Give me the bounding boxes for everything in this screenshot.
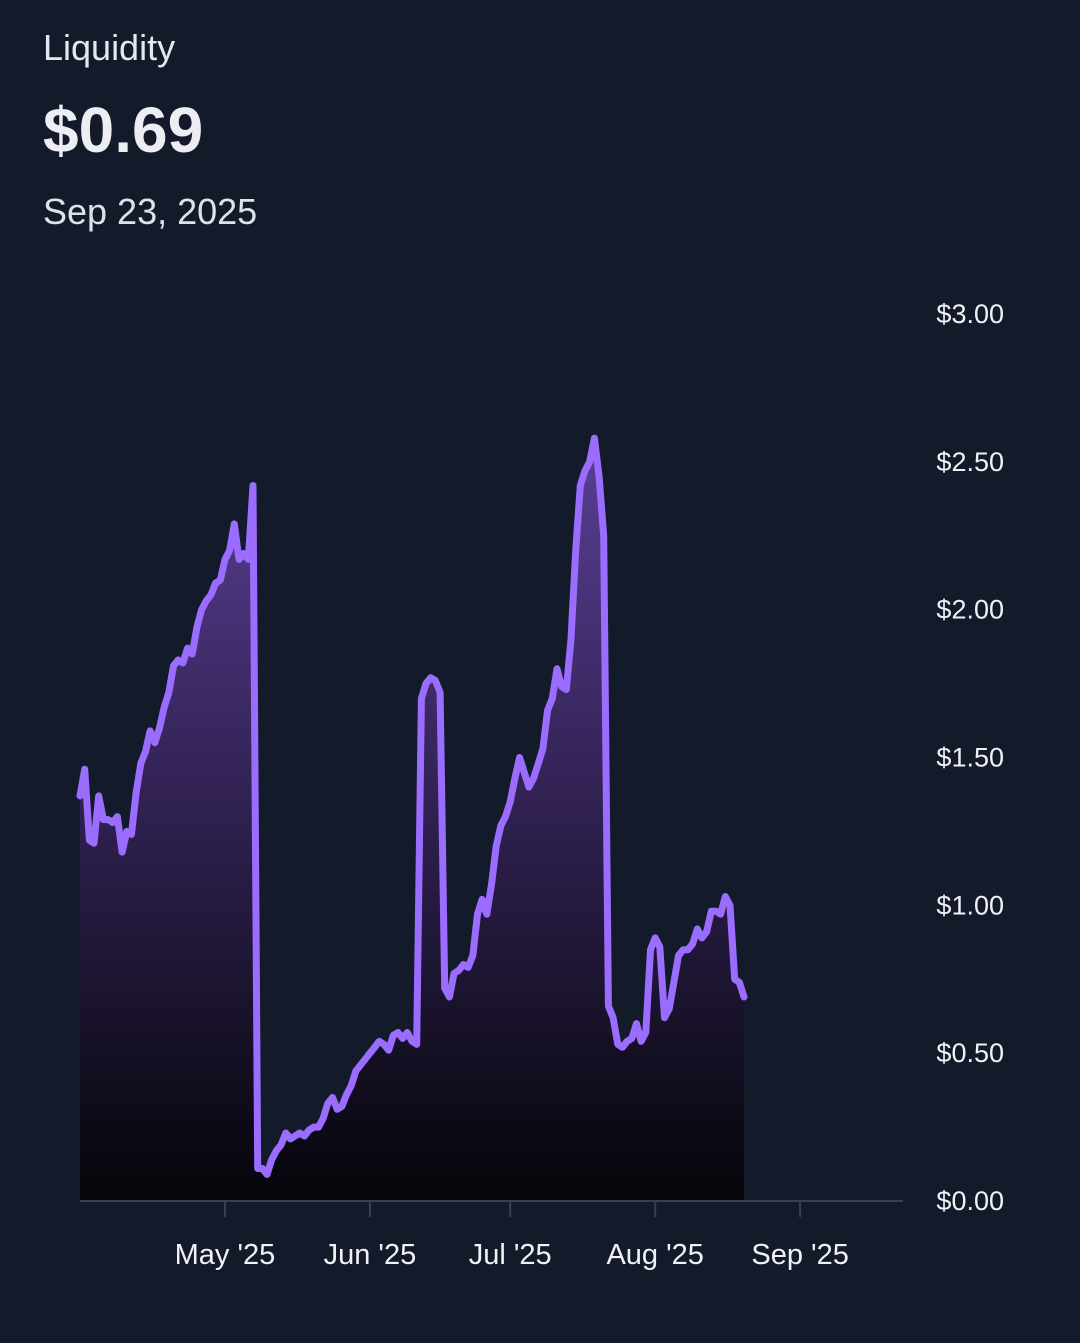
x-tick-label: Jun '25 bbox=[324, 1239, 417, 1271]
y-tick-label: $0.50 bbox=[936, 1038, 1004, 1068]
plot-area bbox=[76, 434, 748, 1201]
metric-label: Liquidity bbox=[43, 27, 176, 68]
x-tick-label: Jul '25 bbox=[469, 1239, 552, 1271]
metric-value: $0.69 bbox=[43, 94, 204, 166]
y-tick-label: $1.50 bbox=[936, 743, 1004, 773]
y-tick-label: $1.00 bbox=[936, 890, 1004, 920]
y-tick-label: $3.00 bbox=[936, 299, 1004, 329]
series-area-fill bbox=[80, 438, 744, 1201]
metric-header: Liquidity $0.69 Sep 23, 2025 bbox=[43, 30, 257, 230]
x-tick-label: May '25 bbox=[175, 1239, 276, 1271]
y-tick-label: $2.00 bbox=[936, 595, 1004, 625]
series-line bbox=[76, 434, 748, 1178]
y-tick-label: $2.50 bbox=[936, 447, 1004, 477]
x-tick-label: Sep '25 bbox=[751, 1239, 848, 1271]
x-tick-label: Aug '25 bbox=[606, 1239, 703, 1271]
axes: May '25 Jun '25 Jul '25 Aug '25 Sep '25 $0.00… bbox=[80, 299, 1004, 1271]
y-tick-label: $0.00 bbox=[936, 1186, 1004, 1216]
metric-date: Sep 23, 2025 bbox=[43, 191, 258, 232]
